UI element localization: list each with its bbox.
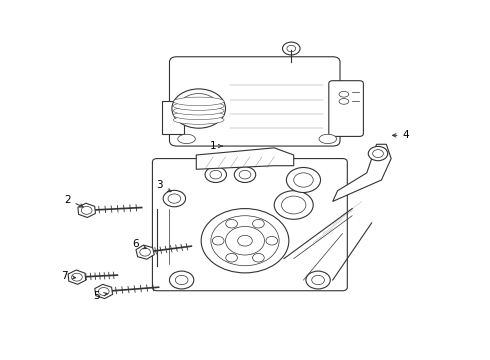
- Polygon shape: [68, 270, 86, 284]
- Ellipse shape: [72, 273, 82, 281]
- Text: 4: 4: [392, 130, 409, 140]
- Ellipse shape: [319, 134, 337, 144]
- Ellipse shape: [274, 191, 313, 219]
- Ellipse shape: [339, 99, 349, 104]
- Ellipse shape: [163, 190, 186, 207]
- Text: 1: 1: [210, 141, 222, 151]
- Ellipse shape: [173, 102, 224, 111]
- Ellipse shape: [225, 226, 265, 255]
- Ellipse shape: [194, 105, 203, 112]
- Ellipse shape: [81, 206, 92, 214]
- Text: 5: 5: [93, 291, 107, 301]
- Ellipse shape: [212, 237, 224, 245]
- Polygon shape: [95, 284, 113, 298]
- Ellipse shape: [210, 170, 221, 179]
- Text: 7: 7: [61, 271, 75, 282]
- FancyBboxPatch shape: [329, 81, 364, 136]
- Ellipse shape: [226, 253, 238, 262]
- Ellipse shape: [226, 220, 238, 228]
- Ellipse shape: [283, 42, 300, 55]
- Ellipse shape: [98, 288, 109, 296]
- FancyBboxPatch shape: [152, 158, 347, 291]
- Ellipse shape: [170, 271, 194, 289]
- Ellipse shape: [368, 147, 388, 161]
- Ellipse shape: [287, 167, 320, 193]
- Ellipse shape: [339, 91, 349, 97]
- Ellipse shape: [312, 275, 324, 285]
- Polygon shape: [333, 144, 391, 202]
- Ellipse shape: [201, 208, 289, 273]
- Ellipse shape: [205, 167, 226, 183]
- Ellipse shape: [239, 170, 251, 179]
- Ellipse shape: [373, 150, 383, 157]
- Ellipse shape: [306, 271, 330, 289]
- Text: 2: 2: [64, 195, 83, 207]
- FancyBboxPatch shape: [170, 57, 340, 146]
- Ellipse shape: [173, 97, 224, 106]
- Ellipse shape: [234, 167, 256, 183]
- Ellipse shape: [173, 107, 224, 115]
- Ellipse shape: [168, 194, 181, 203]
- Bar: [162, 102, 184, 134]
- Ellipse shape: [252, 253, 264, 262]
- Ellipse shape: [178, 134, 196, 144]
- Ellipse shape: [211, 216, 279, 266]
- Ellipse shape: [185, 99, 212, 118]
- Polygon shape: [196, 148, 294, 169]
- Ellipse shape: [175, 275, 188, 285]
- Ellipse shape: [294, 173, 313, 187]
- Ellipse shape: [287, 45, 295, 52]
- Text: 3: 3: [156, 180, 171, 192]
- Polygon shape: [136, 245, 154, 259]
- Ellipse shape: [173, 111, 224, 120]
- Ellipse shape: [266, 237, 278, 245]
- Ellipse shape: [172, 89, 225, 128]
- Ellipse shape: [173, 116, 224, 124]
- Ellipse shape: [282, 196, 306, 214]
- Ellipse shape: [140, 248, 150, 256]
- Polygon shape: [78, 203, 96, 217]
- Ellipse shape: [178, 94, 219, 123]
- Ellipse shape: [252, 220, 264, 228]
- Text: 6: 6: [132, 239, 147, 249]
- Ellipse shape: [238, 235, 252, 246]
